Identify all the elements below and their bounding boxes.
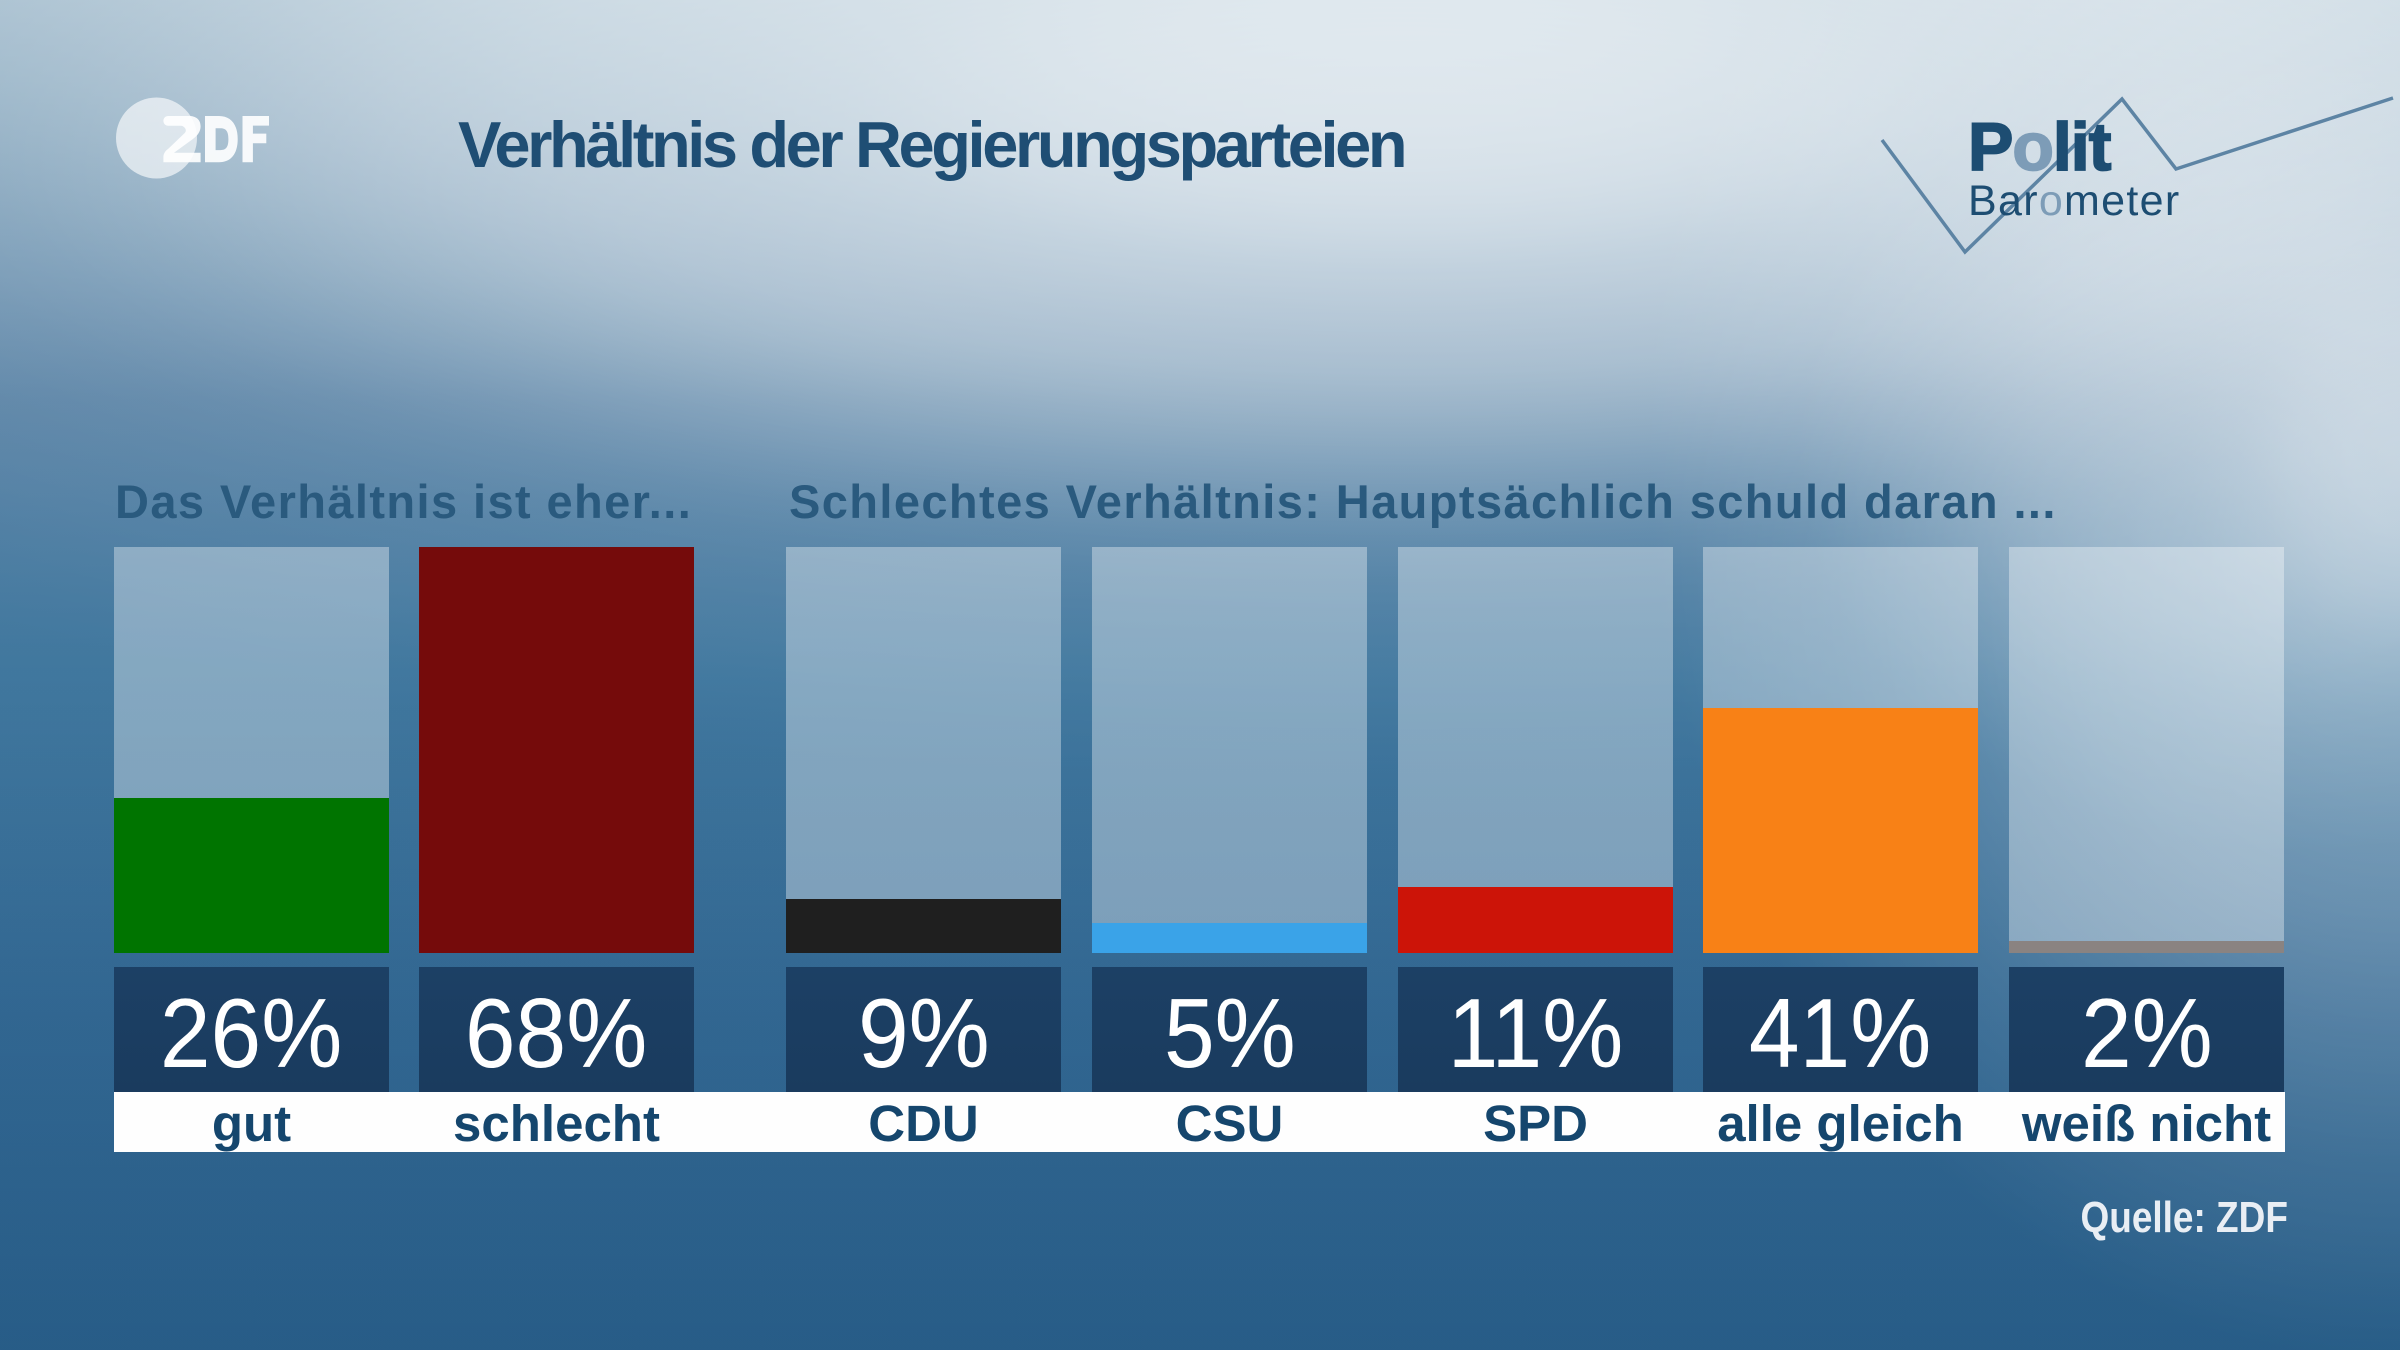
svg-text:Barometer: Barometer — [1968, 177, 2180, 225]
svg-text:Polit: Polit — [1968, 109, 2111, 185]
